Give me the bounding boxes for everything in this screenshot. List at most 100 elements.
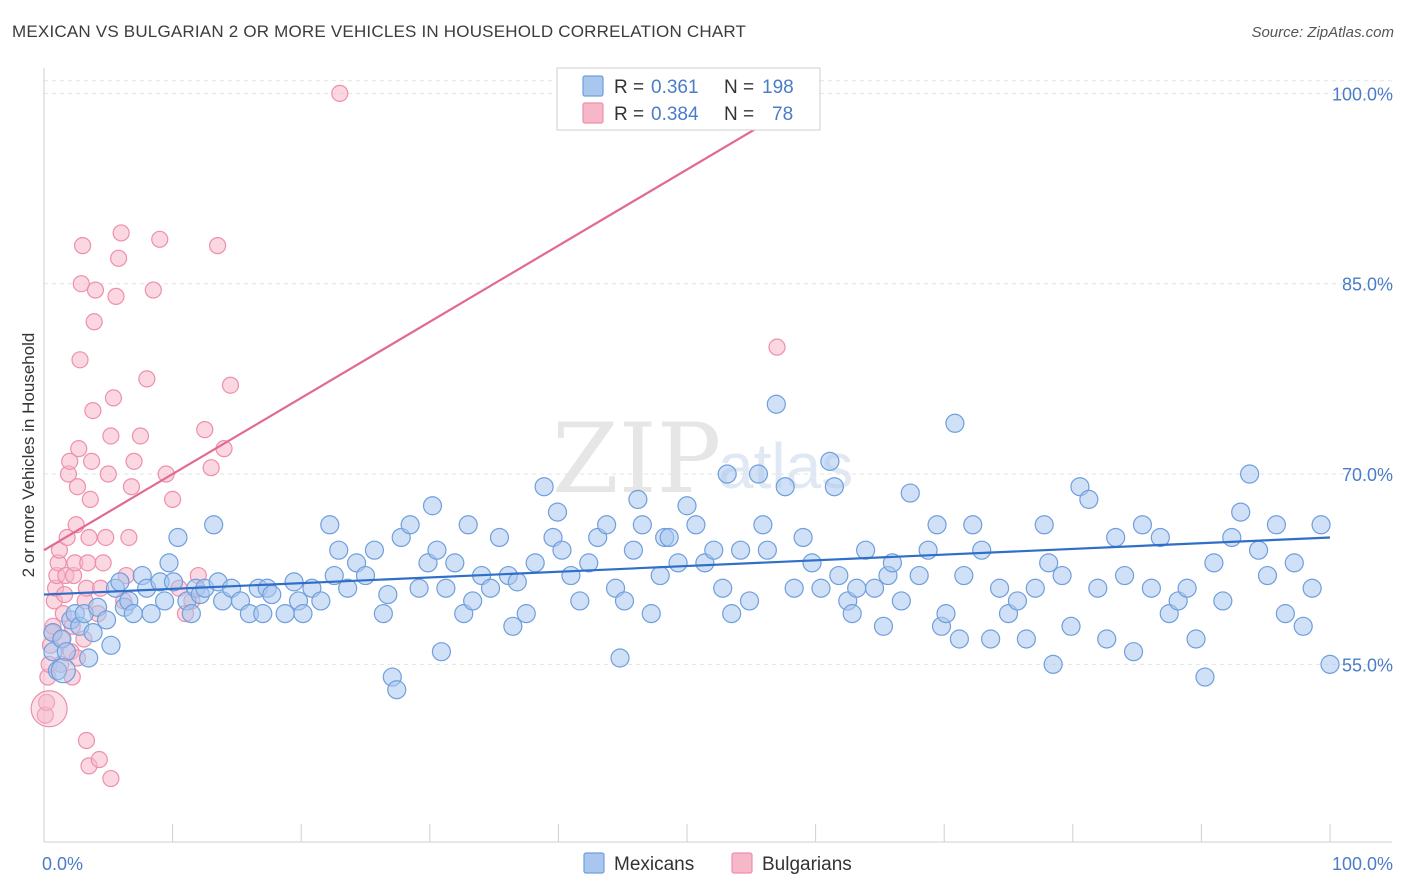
chart-title: MEXICAN VS BULGARIAN 2 OR MORE VEHICLES …	[12, 22, 747, 41]
bulgarians-point	[144, 281, 162, 299]
mexicans-point	[427, 540, 447, 560]
bottom-legend: Mexicans Bulgarians	[583, 852, 852, 875]
bulgarians-point	[122, 478, 141, 496]
mexicans-point	[949, 629, 969, 649]
mexicans-point	[1186, 629, 1206, 649]
mexicans-point	[945, 413, 965, 433]
mexicans-points	[43, 394, 1340, 700]
bulgarians-point	[196, 421, 214, 439]
mexicans-point	[262, 584, 282, 605]
mexicans-point	[873, 616, 894, 636]
legend-n-label-bulgarians: N =	[724, 104, 754, 125]
y-tick-label: 85.0%	[1342, 275, 1393, 295]
mexicans-point	[489, 527, 510, 548]
mexicans-point	[1266, 515, 1287, 535]
mexicans-point	[1016, 629, 1036, 649]
mexicans-point	[1150, 527, 1170, 548]
mexicans-point	[387, 680, 407, 700]
mexicans-point	[668, 553, 688, 573]
mexicans-point	[96, 610, 117, 630]
mexicans-point	[1034, 515, 1054, 535]
mexicans-point	[204, 515, 224, 535]
mexicans-point	[1043, 654, 1063, 674]
mexicans-point	[436, 578, 456, 598]
bulgarians-point	[151, 230, 169, 248]
bottom-legend-swatch-bulgarians	[731, 852, 753, 874]
mexicans-point	[900, 483, 920, 503]
grid-layer	[44, 80, 1392, 665]
mexicans-point	[972, 540, 992, 560]
mexicans-point	[829, 565, 849, 586]
legend-r-label-bulgarians: R =	[614, 104, 644, 125]
mexicans-point	[1114, 565, 1135, 586]
bulgarians-point	[768, 338, 786, 356]
mexicans-point	[811, 578, 831, 598]
mexicans-point	[284, 572, 304, 592]
mexicans-trend-line	[43, 536, 1331, 596]
mexicans-point	[1284, 553, 1304, 573]
mexicans-point	[1240, 464, 1260, 484]
mexicans-point	[775, 477, 795, 497]
mexicans-point	[927, 515, 947, 535]
bulgarians-point	[72, 275, 90, 293]
mexicans-point	[154, 591, 175, 611]
mexicans-point	[570, 591, 590, 611]
bulgarians-point	[209, 237, 227, 255]
mexicans-point	[1231, 502, 1251, 522]
bulgarians-point	[202, 459, 220, 477]
mexicans-point	[101, 635, 121, 655]
legend-swatch-mexicans	[582, 75, 604, 97]
bulgarians-point	[138, 370, 156, 388]
mexicans-point	[409, 578, 429, 598]
mexicans-point	[56, 642, 76, 662]
mexicans-point	[632, 515, 652, 535]
mexicans-point	[1079, 489, 1099, 510]
mexicans-point	[422, 496, 443, 516]
mexicans-point	[47, 661, 67, 681]
mexicans-point	[1302, 578, 1322, 598]
mexicans-point	[891, 591, 911, 611]
mexicans-point	[1293, 616, 1313, 636]
mexicans-point	[824, 477, 844, 497]
mexicans-point	[597, 515, 617, 535]
mexicans-point	[324, 565, 344, 586]
mexicans-point	[1106, 527, 1126, 548]
bulgarians-point	[61, 452, 79, 470]
bulgarians-point	[107, 287, 125, 305]
bulgarians-point	[112, 224, 130, 242]
mexicans-point	[163, 572, 184, 592]
mexicans-point	[784, 578, 804, 598]
legend-n-value-mexicans: 198	[762, 77, 794, 98]
mexicans-point	[713, 578, 733, 598]
bulgarians-point	[221, 376, 240, 394]
mexicans-point	[83, 623, 103, 643]
mexicans-point	[463, 591, 483, 611]
mexicans-point	[431, 642, 452, 662]
mexicans-point	[547, 502, 568, 522]
mexicans-point	[1213, 591, 1233, 611]
legend-r-value-bulgarians: 0.384	[651, 104, 699, 125]
bulgarians-point	[125, 452, 143, 470]
mexicans-point	[909, 565, 929, 586]
mexicans-point	[1275, 604, 1295, 624]
mexicans-point	[717, 464, 737, 484]
bulgarians-point	[97, 528, 115, 547]
mexicans-point	[445, 553, 465, 573]
bulgarians-trend-line	[43, 92, 817, 552]
mexicans-point	[1123, 642, 1144, 662]
mexicans-point	[1061, 616, 1081, 636]
mexicans-point	[730, 540, 751, 560]
bulgarians-point	[94, 554, 112, 572]
mexicans-point	[373, 604, 393, 624]
y-axis-label: 2 or more Vehicles in Household	[19, 333, 38, 578]
mexicans-point	[864, 578, 885, 598]
bulgarians-point	[102, 427, 120, 445]
mexicans-point	[650, 565, 670, 586]
bulgarians-point	[71, 351, 89, 369]
chart-source: Source: ZipAtlas.com	[1251, 24, 1394, 41]
mexicans-point	[311, 591, 331, 611]
mexicans-point	[802, 553, 822, 573]
mexicans-point	[552, 540, 572, 560]
mexicans-point	[293, 604, 313, 624]
